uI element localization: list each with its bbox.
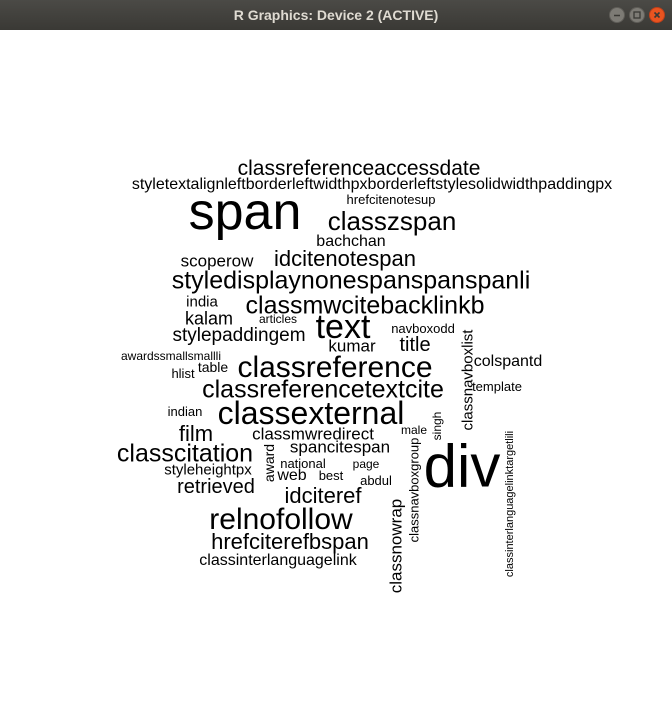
word-cloud-word: styleheightpx bbox=[164, 461, 252, 478]
plot-canvas: classreferenceaccessdate styletextalignle… bbox=[0, 30, 672, 702]
word-cloud-word: best bbox=[319, 468, 344, 483]
word-cloud-word: relnofollow bbox=[209, 503, 353, 536]
word-cloud-word: classexternal bbox=[218, 395, 405, 431]
word-cloud-word: idciteref bbox=[284, 483, 362, 508]
word-cloud-word: classnavboxlist bbox=[460, 329, 477, 431]
word-cloud-word: classzspan bbox=[328, 206, 457, 236]
close-button[interactable] bbox=[649, 7, 665, 23]
word-cloud: classreferenceaccessdatestyletextalignle… bbox=[117, 157, 612, 594]
word-cloud-word: page bbox=[353, 457, 380, 471]
word-cloud-word: classcitation bbox=[117, 439, 253, 467]
word-cloud-word: classnowrap bbox=[387, 499, 406, 594]
word-cloud-word: span bbox=[189, 183, 302, 241]
word-cloud-word: navboxodd bbox=[391, 321, 455, 336]
word-cloud-word: classreferenceaccessdate bbox=[238, 157, 481, 180]
word-cloud-word: web bbox=[276, 467, 306, 484]
word-cloud-word: table bbox=[198, 359, 229, 375]
word-cloud-word: title bbox=[399, 334, 430, 356]
word-cloud-word: div bbox=[424, 433, 501, 500]
word-cloud-word: classinterlanguagelink bbox=[199, 552, 357, 569]
word-cloud-word: bachchan bbox=[316, 233, 385, 250]
word-cloud-word: male bbox=[401, 423, 427, 437]
word-cloud-word: india bbox=[186, 293, 218, 310]
maximize-icon bbox=[633, 11, 641, 19]
word-cloud-word: colspantd bbox=[474, 353, 543, 370]
word-cloud-word: hrefcitenotesup bbox=[347, 192, 436, 207]
word-cloud-word: styledisplaynonespanspanspanli bbox=[172, 266, 531, 294]
close-icon bbox=[653, 11, 661, 19]
word-cloud-word: abdul bbox=[360, 473, 392, 488]
word-cloud-word: indian bbox=[168, 404, 203, 419]
window-title: R Graphics: Device 2 (ACTIVE) bbox=[233, 7, 439, 23]
word-cloud-word: classmwcitebacklinkb bbox=[246, 291, 485, 319]
word-cloud-word: film bbox=[179, 421, 213, 446]
word-cloud-word: stylepaddingem bbox=[172, 325, 305, 346]
word-cloud-word: singh bbox=[430, 412, 444, 441]
maximize-button[interactable] bbox=[629, 7, 645, 23]
word-cloud-word: classreferencetextcite bbox=[202, 375, 444, 403]
word-cloud-word: styletextalignleftborderleftwidthpxborde… bbox=[132, 176, 612, 193]
word-cloud-word: classmwredirect bbox=[252, 425, 374, 444]
minimize-icon bbox=[614, 14, 620, 17]
word-cloud-word: scoperow bbox=[181, 252, 254, 271]
word-cloud-word: text bbox=[316, 308, 371, 346]
word-cloud-word: hrefciterefbspan bbox=[211, 529, 369, 554]
minimize-button[interactable] bbox=[609, 7, 625, 23]
word-cloud-word: kalam bbox=[185, 309, 233, 329]
word-cloud-word: articles bbox=[259, 312, 297, 326]
word-cloud-word: classinterlanguagelinktargetlili bbox=[504, 431, 516, 577]
word-cloud-word: classreference bbox=[237, 351, 432, 384]
word-cloud-word: award bbox=[261, 444, 277, 482]
word-cloud-word: retrieved bbox=[177, 476, 255, 498]
word-cloud-word: idcitenotespan bbox=[274, 246, 416, 271]
title-bar[interactable]: R Graphics: Device 2 (ACTIVE) bbox=[0, 0, 672, 31]
word-cloud-word: spancitespan bbox=[290, 438, 390, 457]
word-cloud-word: kumar bbox=[328, 337, 376, 356]
word-cloud-word: template bbox=[472, 379, 522, 394]
word-cloud-word: national bbox=[280, 456, 326, 471]
word-cloud-word: classnavboxgroup bbox=[407, 438, 422, 543]
word-cloud-word: awardssmallsmallli bbox=[121, 349, 221, 363]
word-cloud-word: hlist bbox=[171, 366, 195, 381]
